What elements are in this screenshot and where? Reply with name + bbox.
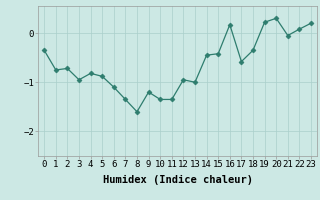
X-axis label: Humidex (Indice chaleur): Humidex (Indice chaleur) <box>103 175 252 185</box>
